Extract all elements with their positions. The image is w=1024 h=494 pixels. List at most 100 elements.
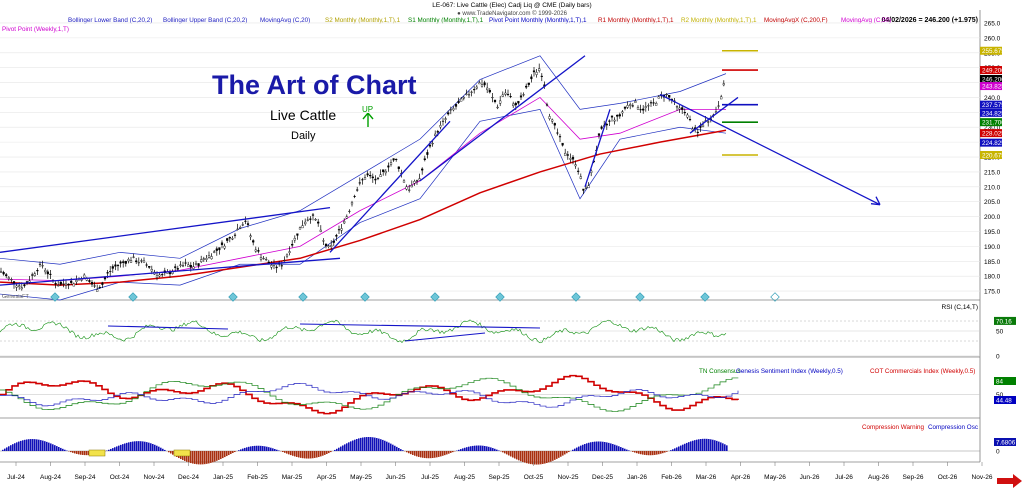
compression-bar	[248, 447, 250, 451]
compression-bar	[270, 448, 272, 451]
compression-bar	[150, 443, 152, 451]
compression-bar	[254, 446, 256, 451]
compression-bar	[564, 451, 566, 454]
price-bar-body	[34, 274, 36, 276]
compression-bar	[604, 442, 606, 451]
compression-value-text: 7.6806	[996, 439, 1016, 446]
price-tick-label: 175.0	[984, 289, 1001, 296]
compression-bar	[406, 451, 408, 452]
compression-bar	[706, 439, 708, 451]
compression-bar	[702, 439, 704, 451]
compression-bar	[250, 446, 252, 451]
price-bar-body	[213, 252, 215, 253]
price-bar-body	[481, 85, 483, 87]
price-bar-body	[44, 270, 46, 272]
up-arrow-icon	[362, 113, 374, 127]
price-bar-body	[5, 275, 7, 276]
price-bar-body	[294, 238, 296, 240]
compression-bar	[600, 442, 602, 451]
compression-bar	[130, 442, 132, 451]
compression-bar	[492, 448, 494, 451]
rsi-trendline	[300, 324, 540, 328]
price-bar-body	[362, 179, 364, 180]
compression-bar	[574, 449, 576, 451]
x-tick-label: Dec-25	[592, 474, 613, 481]
compression-bar	[362, 437, 364, 451]
trendline	[660, 94, 880, 204]
compression-bar	[78, 451, 80, 454]
price-bar-body	[265, 259, 267, 260]
compression-bar	[450, 451, 452, 453]
compression-bar	[324, 451, 326, 455]
x-tick-label: Nov-26	[972, 474, 993, 481]
price-bar-body	[138, 262, 140, 263]
compression-bar	[648, 451, 650, 455]
price-bar-body	[289, 252, 291, 253]
compression-bar	[372, 437, 374, 451]
price-bar-body	[442, 121, 444, 122]
price-tag-value: 224.825	[982, 140, 1005, 147]
compression-bar	[240, 449, 242, 451]
price-bar-body	[468, 94, 470, 95]
compression-bar	[472, 446, 474, 451]
compression-bar	[172, 451, 174, 455]
price-bar-body	[718, 106, 720, 107]
compression-bar	[514, 451, 516, 458]
price-bar-body	[598, 134, 600, 136]
price-bar-body	[68, 284, 70, 285]
price-bar-body	[172, 272, 174, 274]
compression-bar	[146, 442, 148, 451]
price-bar-body	[411, 185, 413, 187]
compression-bar	[394, 446, 396, 451]
compression-bar	[536, 451, 538, 465]
compression-bar	[392, 445, 394, 451]
price-bar-body	[96, 290, 98, 292]
compression-bar	[470, 446, 472, 451]
compression-bar	[408, 451, 410, 453]
compression-bar	[640, 451, 642, 454]
compression-bar	[426, 451, 428, 458]
compression-bar	[118, 446, 120, 451]
price-bar-body	[416, 181, 418, 182]
price-bar-body	[502, 95, 504, 97]
price-bar-body	[367, 174, 369, 175]
compression-bar	[36, 439, 38, 451]
price-bar-body	[549, 116, 551, 118]
price-bar-body	[276, 267, 278, 268]
price-bar-body	[572, 157, 574, 159]
price-bar-body	[117, 265, 119, 266]
compression-bar	[292, 451, 294, 456]
price-bar-body	[89, 280, 91, 281]
compression-bar	[76, 451, 78, 454]
compression-bar	[54, 445, 56, 451]
compression-bar	[194, 451, 196, 464]
price-bar-body	[107, 272, 109, 273]
compression-bar	[374, 438, 376, 451]
compression-bar	[86, 451, 88, 455]
compression-bar	[148, 443, 150, 451]
price-bar-body	[486, 88, 488, 90]
compression-bar	[60, 448, 62, 451]
price-bar-body	[609, 121, 611, 122]
trendline	[0, 208, 330, 253]
price-bar-body	[619, 115, 621, 117]
price-bar-body	[130, 260, 132, 262]
compression-bar	[294, 451, 296, 456]
compression-bar	[638, 451, 640, 454]
price-bar-body	[328, 246, 330, 247]
compression-bar	[530, 451, 532, 464]
price-bar-body	[346, 217, 348, 219]
price-bar-body	[494, 100, 496, 102]
price-bar-body	[99, 287, 101, 288]
compression-bar	[356, 439, 358, 451]
trendline	[690, 97, 738, 133]
x-tick-label: Jun-26	[800, 474, 820, 481]
price-bar-body	[450, 110, 452, 111]
price-bar-body	[112, 266, 114, 268]
price-tick-label: 200.0	[984, 214, 1001, 221]
price-bar-body	[554, 123, 556, 125]
compression-bar	[72, 451, 74, 453]
compression-bar	[628, 450, 630, 451]
x-tick-label: Aug-25	[454, 474, 475, 481]
